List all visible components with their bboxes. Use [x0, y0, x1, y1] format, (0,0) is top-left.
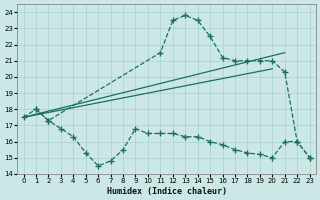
X-axis label: Humidex (Indice chaleur): Humidex (Indice chaleur)	[107, 187, 227, 196]
